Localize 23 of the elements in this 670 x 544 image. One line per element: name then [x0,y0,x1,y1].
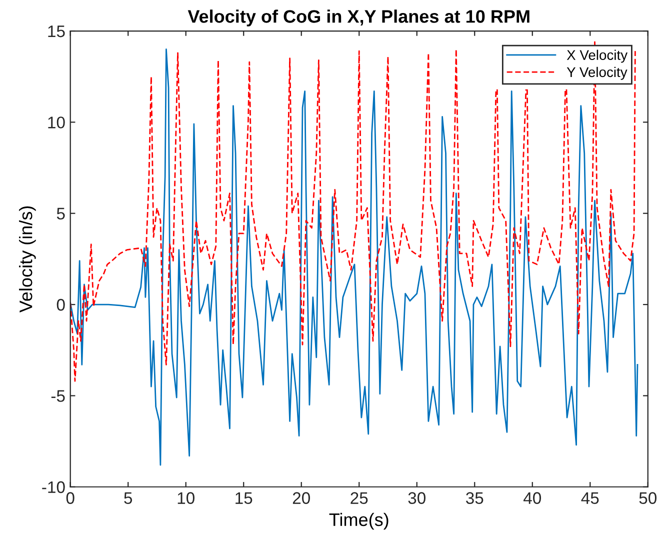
y-tick-label: -5 [51,390,65,402]
x-tick-label: 5 [124,492,132,504]
y-tick-label: 0 [56,298,65,311]
x-tick-label: 45 [581,492,599,504]
x-tick-label: 40 [523,492,541,504]
y-tick-label: -10 [42,481,65,494]
x-tick-label: 30 [408,492,426,504]
x-tick-label: 0 [66,492,74,504]
x-tick-label: 10 [178,492,194,504]
x-axis-title: Time(s) [329,512,388,530]
x-tick-label: 15 [236,492,252,504]
y-tick-label: 10 [48,116,65,128]
x-tick-label: 25 [350,492,368,504]
y-tick-label: 15 [48,26,65,38]
legend-label: Y Velocity [566,66,628,80]
y-axis-title: Velocity (in/s) [19,206,36,313]
y-tick-label: 5 [56,208,65,220]
legend-label: X Velocity [566,50,628,63]
x-tick-label: 20 [292,492,310,504]
x-tick-label: 35 [466,492,484,504]
line-series [70,48,638,466]
chart-title: Velocity of CoG in X,Y Planes at 10 RPM [188,10,530,26]
x-tick-label: 50 [639,492,657,504]
